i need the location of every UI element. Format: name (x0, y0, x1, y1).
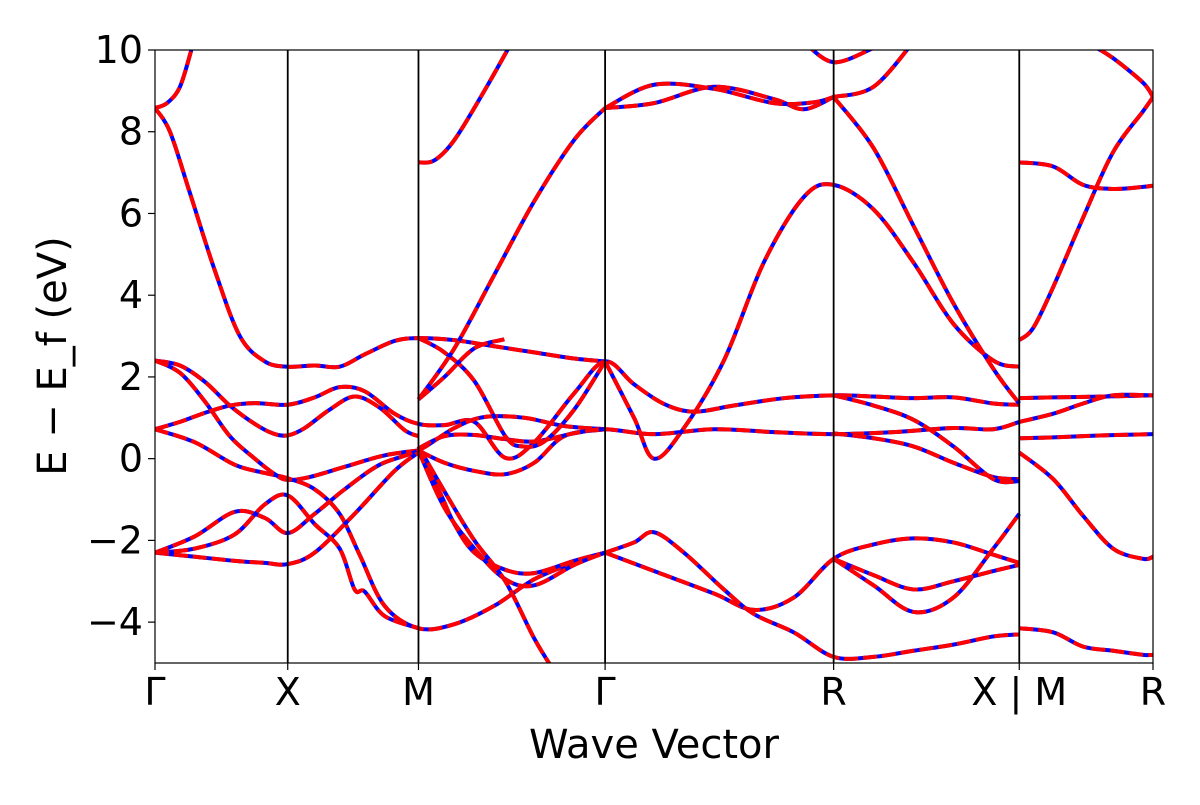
band-8-dashed (155, 492, 420, 631)
band-17-dashed (416, 106, 607, 401)
band-24-solid (833, 431, 1020, 482)
y-tick-label-3: 2 (119, 355, 143, 399)
y-tick-label-6: 8 (119, 110, 143, 154)
band-10-dashed (417, 419, 1020, 451)
y-axis-ticks: −4 −2 0 2 4 6 8 10 (87, 28, 155, 644)
band-14-solid (416, 449, 606, 589)
x-axis-ticks: Γ X M Γ R X | M R (144, 663, 1166, 715)
x-tick-label-6: R (1140, 670, 1166, 714)
band-10-solid (417, 419, 1020, 451)
band-25-dashed (833, 393, 1020, 485)
y-tick-label-2: 0 (119, 437, 143, 481)
band-3-solid (155, 358, 419, 483)
band-25-solid (833, 393, 1020, 485)
x-tick-label-5: X | M (971, 670, 1067, 715)
band-24-dashed (833, 431, 1020, 482)
band-3-dashed (155, 358, 419, 483)
band-0-dashed (155, 50, 194, 110)
band-1-solid (155, 106, 606, 370)
band-8-solid (155, 492, 420, 631)
band-12-solid (417, 337, 505, 401)
band-21-dashed (832, 95, 1021, 405)
band-19-dashed (604, 81, 835, 110)
band-29-dashed (832, 556, 1020, 592)
band-33-dashed (1018, 392, 1153, 424)
band-16-dashed (418, 50, 510, 165)
x-axis-label: Wave Vector (529, 722, 780, 768)
bands-layer (155, 50, 1153, 663)
y-tick-label-7: 10 (95, 28, 143, 72)
band-4-dashed (155, 359, 1020, 461)
plot-frame (154, 49, 1154, 664)
band-37-solid (1096, 50, 1153, 99)
y-tick-label-1: −2 (87, 518, 143, 562)
band-28-solid (832, 512, 1021, 615)
band-26-dashed (604, 536, 1020, 612)
y-tick-label-5: 6 (119, 191, 143, 235)
x-tick-label-4: R (820, 670, 846, 714)
band-27-solid (604, 530, 1020, 661)
band-20-dashed (603, 182, 1020, 461)
band-23-dashed (809, 50, 874, 65)
x-tick-label-0: Γ (144, 670, 165, 714)
band-2-dashed (155, 358, 420, 439)
band-1-dashed (155, 106, 606, 370)
x-tick-label-2: M (402, 670, 435, 714)
band-16-solid (418, 50, 510, 165)
band-15-dashed (416, 445, 552, 663)
x-tick-label-1: X (275, 670, 301, 714)
band-6-solid (155, 414, 606, 555)
band-35-dashed (1018, 450, 1153, 562)
high-symmetry-lines (286, 50, 1021, 663)
band-18-dashed (604, 84, 835, 112)
band-30-solid (1017, 95, 1153, 342)
band-37-dashed (1096, 50, 1153, 99)
band-36-dashed (1019, 626, 1153, 658)
band-28-dashed (832, 512, 1021, 615)
band-20-solid (603, 182, 1020, 461)
band-34-dashed (1019, 432, 1153, 441)
band-29-solid (832, 556, 1020, 592)
band-22-dashed (833, 50, 910, 99)
band-31-solid (1019, 160, 1153, 191)
y-tick-label-0: −4 (87, 600, 143, 644)
band-30-dashed (1017, 95, 1153, 342)
band-11-dashed (417, 336, 607, 449)
band-31-dashed (1019, 160, 1153, 191)
band-32-dashed (1019, 393, 1153, 401)
band-14-dashed (416, 449, 606, 589)
y-tick-label-4: 4 (119, 273, 143, 317)
band-36-solid (1019, 626, 1153, 658)
y-axis-label: E − E_f (eV) (30, 236, 76, 475)
x-tick-label-3: Γ (595, 670, 616, 714)
